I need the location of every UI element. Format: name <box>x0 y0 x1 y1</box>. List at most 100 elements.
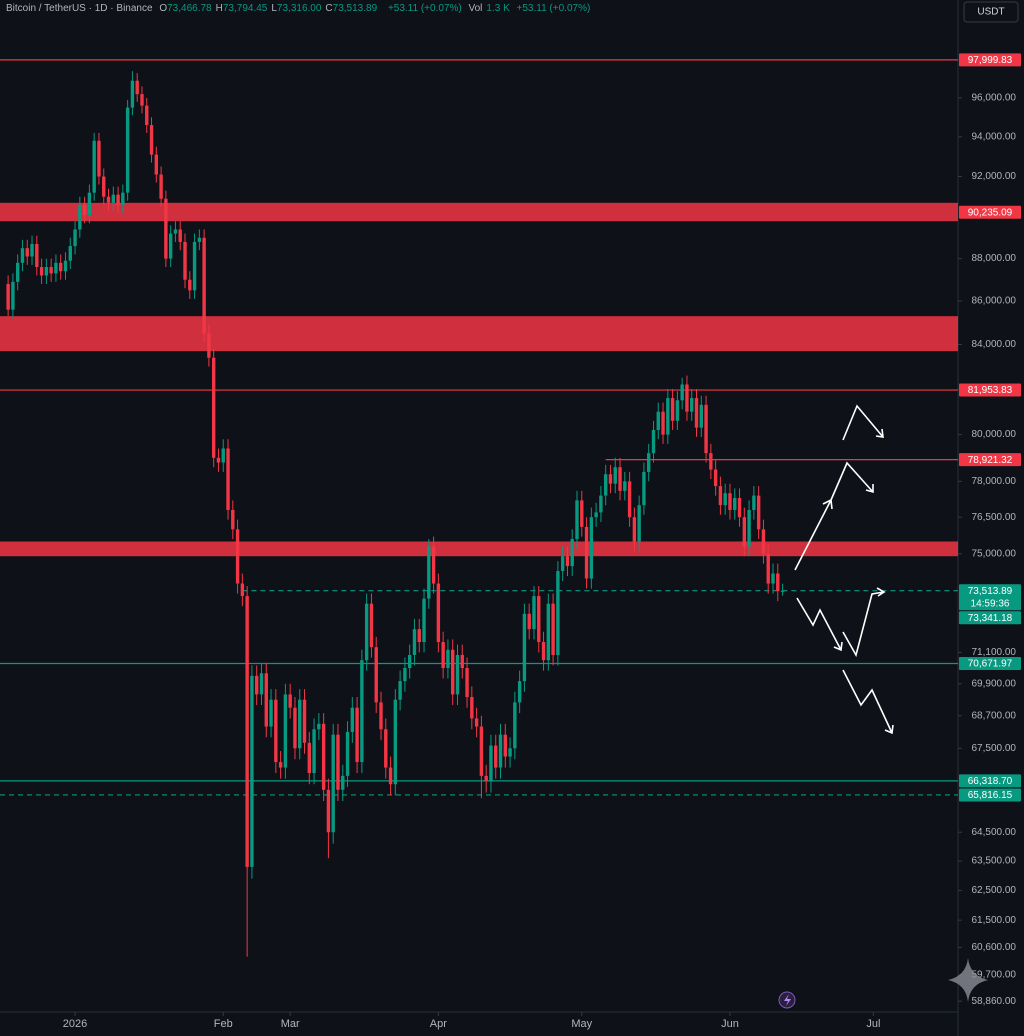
candle-body <box>570 539 574 567</box>
candle-body <box>393 699 398 785</box>
levels <box>0 59 958 796</box>
price-label: 66,318.70 <box>968 776 1013 787</box>
candle-body <box>407 654 412 669</box>
y-tick-label: 63,500.00 <box>972 856 1017 867</box>
zones <box>0 202 958 557</box>
price-label-bg <box>959 584 1021 611</box>
candle-body <box>168 233 173 259</box>
x-tick-label: Mar <box>281 1018 300 1030</box>
candle-body <box>484 775 488 782</box>
candle-body <box>44 267 49 276</box>
candle-body <box>149 125 154 155</box>
price-label-bg <box>959 611 1021 625</box>
candle-body <box>752 495 756 510</box>
y-tick-label: 88,000.00 <box>972 253 1017 264</box>
price-label-bg <box>959 383 1021 397</box>
candle-body <box>317 723 321 730</box>
price-label: 73,341.18 <box>968 613 1013 624</box>
candle-body <box>623 481 627 491</box>
candle-body <box>718 486 723 506</box>
candle-body <box>479 726 484 776</box>
candle-body <box>541 641 546 661</box>
candle-body <box>513 702 517 749</box>
y-tick-label: 96,000.00 <box>972 93 1017 104</box>
candle-body <box>680 384 684 401</box>
candle-body <box>436 583 441 642</box>
candle-body <box>274 699 278 763</box>
y-tick-label: 80,000.00 <box>972 429 1017 440</box>
candle-body <box>694 398 699 428</box>
candle-body <box>360 660 364 763</box>
candle-body <box>54 262 58 274</box>
candle-body <box>364 603 369 661</box>
candle-body <box>355 707 359 763</box>
candle-body <box>6 283 10 310</box>
candle-body <box>102 176 106 197</box>
legend-header: Bitcoin / TetherUS · 1D · Binance O73,46… <box>6 3 594 14</box>
candle-body <box>216 457 221 463</box>
candle-body <box>584 526 589 579</box>
y-tick-label: 67,500.00 <box>972 743 1017 754</box>
price-label: 78,921.32 <box>968 455 1013 466</box>
ohlc-key: H <box>215 3 223 14</box>
candle-body <box>374 647 378 703</box>
candle-body <box>59 262 63 272</box>
y-tick-label: 75,000.00 <box>972 548 1017 559</box>
currency-box[interactable] <box>963 1 1019 23</box>
candle-body <box>704 404 708 454</box>
candle-body <box>527 613 531 630</box>
candle-body <box>603 474 608 496</box>
candle-body <box>675 400 680 421</box>
ohlc-key: C <box>325 3 333 14</box>
ohlc-value: 73,513.89 <box>332 3 378 14</box>
candle-body <box>82 204 87 216</box>
candle-body <box>264 673 268 727</box>
candle-body <box>97 140 101 177</box>
candle-body <box>245 596 249 867</box>
volume-key: Vol <box>468 3 483 14</box>
candle-body <box>388 767 393 785</box>
candle-body <box>341 775 345 790</box>
candle-body <box>565 556 570 567</box>
x-tick-label: Jun <box>721 1018 739 1030</box>
price-label-bg <box>959 53 1021 67</box>
candle-body <box>446 649 450 669</box>
candle-body <box>575 500 579 540</box>
candle-body <box>130 80 135 108</box>
candle-body <box>666 398 670 435</box>
x-tick-label: 2026 <box>63 1018 87 1030</box>
candle-body <box>140 94 144 106</box>
candle-body <box>589 517 594 579</box>
candle-body <box>154 154 159 175</box>
y-tick-label: 68,700.00 <box>972 710 1017 721</box>
candle-body <box>226 448 230 510</box>
zone <box>0 316 958 352</box>
arrow <box>796 597 843 652</box>
ohlc-value: 73,316.00 <box>276 3 322 14</box>
candle-body <box>761 529 766 554</box>
arrow <box>842 587 886 658</box>
candle-body <box>532 596 536 630</box>
y-tick-label: 84,000.00 <box>972 339 1017 350</box>
y-tick-label: 61,500.00 <box>972 915 1017 926</box>
candle-body <box>240 583 245 597</box>
candle-body <box>307 742 311 774</box>
candle-body <box>627 481 632 518</box>
candle-body <box>336 734 340 790</box>
zone <box>0 202 958 222</box>
candle-body <box>30 243 34 257</box>
candle-body <box>145 105 149 126</box>
candle-body <box>699 404 703 428</box>
candle-body <box>780 590 785 592</box>
volume-change: +53.11 (+0.07%) <box>516 3 591 14</box>
y-tick-label: 86,000.00 <box>972 296 1017 307</box>
drawn-arrows <box>794 404 894 735</box>
candle-body <box>498 734 503 768</box>
candle-body <box>685 384 689 412</box>
candle-body <box>331 734 335 833</box>
candle-body <box>197 237 202 242</box>
candle-body <box>651 429 656 454</box>
candle-body <box>756 495 761 530</box>
